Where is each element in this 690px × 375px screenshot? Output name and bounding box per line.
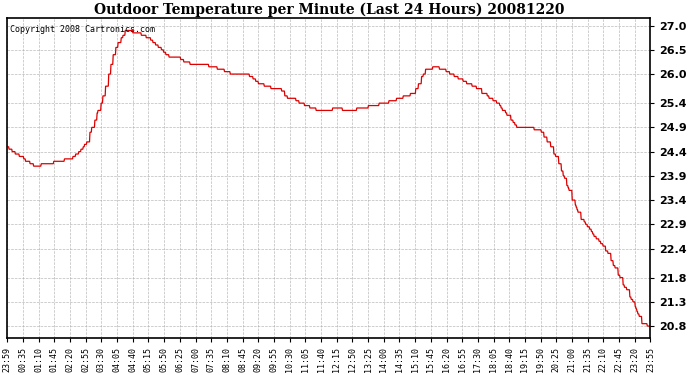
Text: Copyright 2008 Cartronics.com: Copyright 2008 Cartronics.com — [10, 25, 155, 34]
Title: Outdoor Temperature per Minute (Last 24 Hours) 20081220: Outdoor Temperature per Minute (Last 24 … — [94, 3, 564, 17]
